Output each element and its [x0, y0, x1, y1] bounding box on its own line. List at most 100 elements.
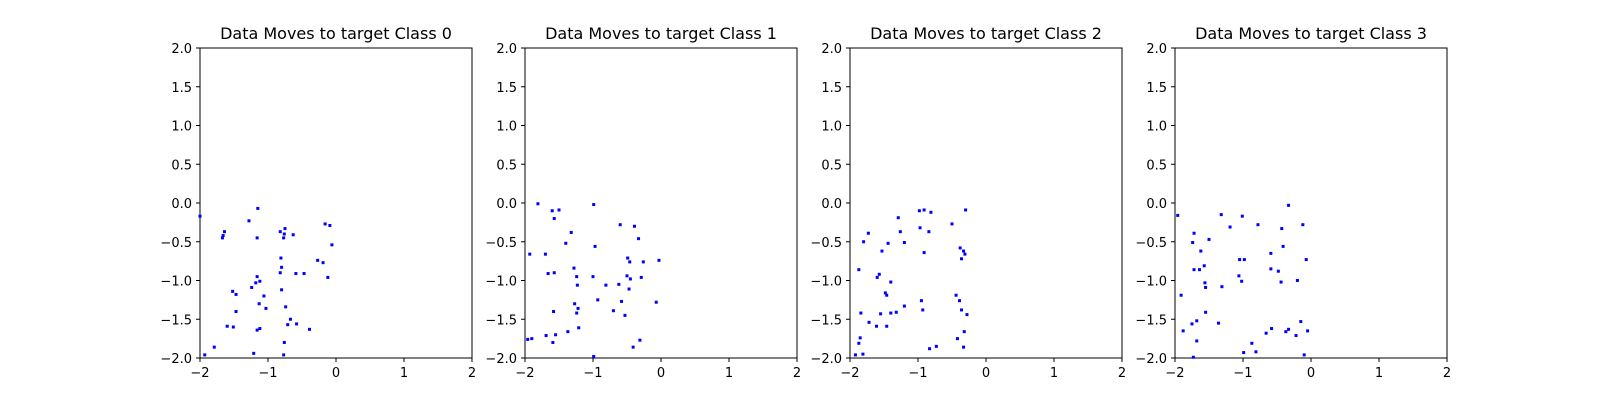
- y-tick-label: −1.0: [1135, 275, 1167, 290]
- data-point: [231, 325, 235, 329]
- data-point: [1287, 203, 1291, 207]
- x-tick-label: 2: [1443, 366, 1451, 381]
- data-point: [596, 298, 600, 302]
- data-point: [225, 324, 229, 328]
- y-tick-label: 2.0: [1146, 42, 1167, 57]
- data-point: [234, 292, 238, 296]
- data-point: [875, 324, 879, 328]
- x-tick-label: 0: [1307, 366, 1315, 381]
- data-point: [918, 226, 922, 230]
- data-point: [294, 272, 298, 276]
- data-point: [1254, 350, 1258, 354]
- data-point: [626, 256, 630, 260]
- data-point: [550, 209, 554, 213]
- data-point: [1250, 341, 1254, 345]
- data-point: [1197, 268, 1201, 272]
- data-point: [1279, 280, 1283, 284]
- data-point: [631, 345, 635, 349]
- y-tick-label: 0.0: [1146, 197, 1167, 212]
- data-point: [877, 272, 881, 276]
- plot-area-frame: [524, 47, 798, 359]
- data-point: [222, 230, 226, 234]
- data-point: [203, 353, 207, 357]
- data-point: [1302, 353, 1306, 357]
- data-point: [212, 345, 216, 349]
- scatter-panel-3: Data Moves to target Class 3 −2 −1 0 1 2 −2.0 −…: [1135, 24, 1451, 381]
- data-point: [257, 302, 261, 306]
- data-point: [875, 275, 879, 279]
- data-point: [250, 285, 254, 289]
- data-point: [288, 317, 292, 321]
- y-tick-label: −0.5: [1135, 236, 1167, 251]
- data-point: [1269, 251, 1273, 255]
- data-point: [641, 260, 645, 264]
- data-point: [1269, 267, 1273, 271]
- data-point: [866, 231, 870, 235]
- data-point: [1192, 231, 1196, 235]
- data-point: [575, 311, 579, 315]
- data-point: [1217, 321, 1221, 325]
- data-point: [1192, 268, 1196, 272]
- plot-area-frame: [1174, 47, 1448, 359]
- data-point: [962, 330, 966, 334]
- data-point: [632, 224, 636, 228]
- data-point: [883, 291, 887, 295]
- data-point: [1195, 339, 1199, 343]
- data-point: [258, 327, 262, 331]
- data-point: [1294, 334, 1298, 338]
- data-point: [1276, 269, 1280, 273]
- data-point: [234, 310, 238, 313]
- y-tick-label: −1.5: [485, 313, 517, 328]
- data-point: [902, 241, 906, 245]
- data-point: [886, 241, 890, 245]
- data-point: [247, 219, 251, 223]
- data-point: [221, 234, 225, 238]
- data-point: [1295, 279, 1299, 282]
- data-point: [921, 308, 925, 312]
- data-point: [543, 252, 547, 256]
- data-point: [934, 344, 938, 348]
- data-point: [254, 281, 258, 285]
- x-tick-label: −2: [190, 366, 209, 381]
- data-point: [858, 336, 862, 340]
- data-point: [889, 280, 893, 284]
- plot-area-frame: [849, 47, 1123, 359]
- data-point: [964, 208, 968, 212]
- data-point: [291, 233, 295, 237]
- panel-title: Data Moves to target Class 2: [870, 24, 1102, 43]
- data-point: [853, 353, 857, 357]
- data-point: [638, 338, 642, 342]
- data-point: [321, 261, 325, 265]
- y-tick-label: 2.0: [171, 42, 192, 57]
- y-tick-label: −2.0: [485, 352, 517, 367]
- y-tick-label: 1.0: [821, 120, 842, 135]
- y-tick-label: 0.5: [1146, 158, 1167, 173]
- data-point: [1284, 330, 1288, 334]
- data-point: [618, 223, 622, 227]
- data-point: [1202, 264, 1206, 268]
- x-tick-label: 0: [982, 366, 990, 381]
- data-point: [1203, 281, 1207, 285]
- data-point: [592, 354, 596, 358]
- data-point: [302, 272, 306, 276]
- data-point: [1299, 320, 1303, 324]
- data-point: [1199, 249, 1203, 253]
- y-tick-label: 0.0: [821, 197, 842, 212]
- data-point: [1270, 327, 1274, 331]
- data-point: [1195, 319, 1199, 323]
- data-point: [620, 299, 624, 303]
- data-point: [1240, 214, 1244, 218]
- data-point: [885, 293, 889, 297]
- data-point: [1219, 213, 1223, 217]
- data-point: [572, 266, 576, 270]
- data-point: [963, 252, 967, 256]
- data-point: [552, 310, 556, 313]
- y-tick-label: 0.5: [821, 158, 842, 173]
- data-point: [627, 287, 631, 291]
- data-point: [928, 347, 932, 351]
- y-tick-label: −0.5: [810, 236, 842, 251]
- data-point: [1191, 355, 1195, 359]
- data-point: [637, 237, 641, 241]
- data-point: [1179, 293, 1183, 297]
